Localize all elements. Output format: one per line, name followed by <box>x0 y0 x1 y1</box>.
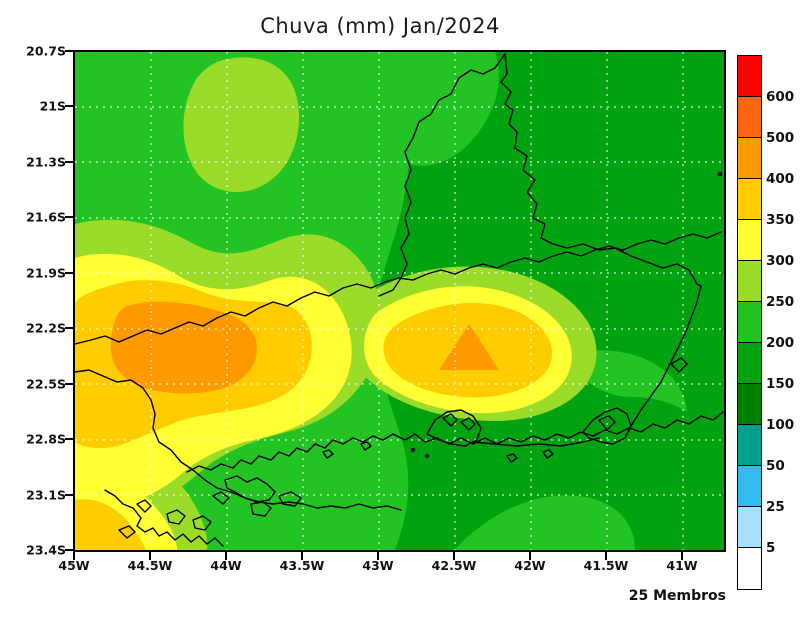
x-tick <box>73 551 75 560</box>
member-count-label: 25 Membros <box>628 588 726 604</box>
x-axis-label-2: 44W <box>210 558 242 573</box>
x-tick <box>149 551 151 560</box>
x-axis-label-1: 44.5W <box>127 558 173 573</box>
band-250-300-southeast <box>455 495 635 550</box>
colorbar-label-25: 25 <box>766 499 785 515</box>
colorbar-label-500: 500 <box>766 130 795 146</box>
y-axis-label-8: 23.1S <box>26 487 66 503</box>
y-tick <box>65 50 74 52</box>
y-axis-label-9: 23.4S <box>26 542 66 558</box>
colorbar-cell-500-600 <box>738 97 761 138</box>
y-tick <box>65 549 74 551</box>
colorbar-cell-350-400 <box>738 179 761 220</box>
colorbar-cell-0-5 <box>738 548 761 589</box>
colorbar-label-100: 100 <box>766 417 795 433</box>
x-axis-label-5: 42.5W <box>431 558 477 573</box>
x-tick <box>453 551 455 560</box>
x-tick <box>681 551 683 560</box>
page-title: Chuva (mm) Jan/2024 <box>260 14 500 38</box>
y-axis-label-7: 22.8S <box>26 431 66 447</box>
colorbar-label-50: 50 <box>766 458 785 474</box>
y-tick <box>65 327 74 329</box>
map-gridlines <box>75 52 724 550</box>
y-tick <box>65 161 74 163</box>
colorbar-cell-100-150 <box>738 384 761 425</box>
y-axis-label-4: 21.9S <box>26 265 66 281</box>
x-axis-label-6: 42W <box>514 558 546 573</box>
colorbar-cell-150-200 <box>738 343 761 384</box>
colorbar-label-600: 600 <box>766 89 795 105</box>
colorbar-cell-300-350 <box>738 220 761 261</box>
band-300-350-north-blob <box>183 57 300 192</box>
colorbar-cell-50-100 <box>738 425 761 466</box>
colorbar-label-250: 250 <box>766 294 795 310</box>
y-tick <box>65 494 74 496</box>
x-tick <box>225 551 227 560</box>
colorbar-cell-400-500 <box>738 138 761 179</box>
colorbar-cell-250-300 <box>738 261 761 302</box>
band-250-300-north <box>375 52 499 166</box>
y-tick <box>65 105 74 107</box>
x-axis-label-8: 41W <box>666 558 698 573</box>
x-axis-label-4: 43W <box>362 558 394 573</box>
colorbar-label-400: 400 <box>766 171 795 187</box>
y-axis-label-3: 21.6S <box>26 209 66 225</box>
colorbar-cell-5-25 <box>738 507 761 548</box>
x-tick <box>529 551 531 560</box>
x-tick <box>605 551 607 560</box>
x-tick <box>301 551 303 560</box>
y-axis-label-2: 21.3S <box>26 154 66 170</box>
y-tick <box>65 272 74 274</box>
colorbar-label-5: 5 <box>766 540 776 556</box>
colorbar-cell-600-plus <box>738 56 761 97</box>
y-axis-label-1: 21S <box>39 98 66 114</box>
y-axis-label-6: 22.5S <box>26 376 66 392</box>
precipitation-contour-map <box>75 52 724 550</box>
y-tick <box>65 383 74 385</box>
x-axis-label-3: 43.5W <box>279 558 325 573</box>
x-axis-label-7: 41.5W <box>583 558 629 573</box>
x-tick <box>377 551 379 560</box>
y-tick <box>65 216 74 218</box>
colorbar-cell-25-50 <box>738 466 761 507</box>
colorbar-label-150: 150 <box>766 376 795 392</box>
colorbar-label-350: 350 <box>766 212 795 228</box>
y-axis-label-5: 22.2S <box>26 320 66 336</box>
x-axis-label-0: 45W <box>58 558 90 573</box>
band-400-500-core-east <box>439 324 499 370</box>
colorbar[interactable] <box>737 55 762 590</box>
colorbar-label-300: 300 <box>766 253 795 269</box>
y-axis-label-0: 20.7S <box>26 43 66 59</box>
colorbar-label-200: 200 <box>766 335 795 351</box>
map-plot-area[interactable] <box>73 50 726 552</box>
band-400-500-core-west <box>110 301 257 394</box>
band-250-300-east-sliver <box>575 350 687 412</box>
colorbar-cell-200-250 <box>738 302 761 343</box>
coastline-and-borders <box>75 53 724 547</box>
y-tick <box>65 438 74 440</box>
